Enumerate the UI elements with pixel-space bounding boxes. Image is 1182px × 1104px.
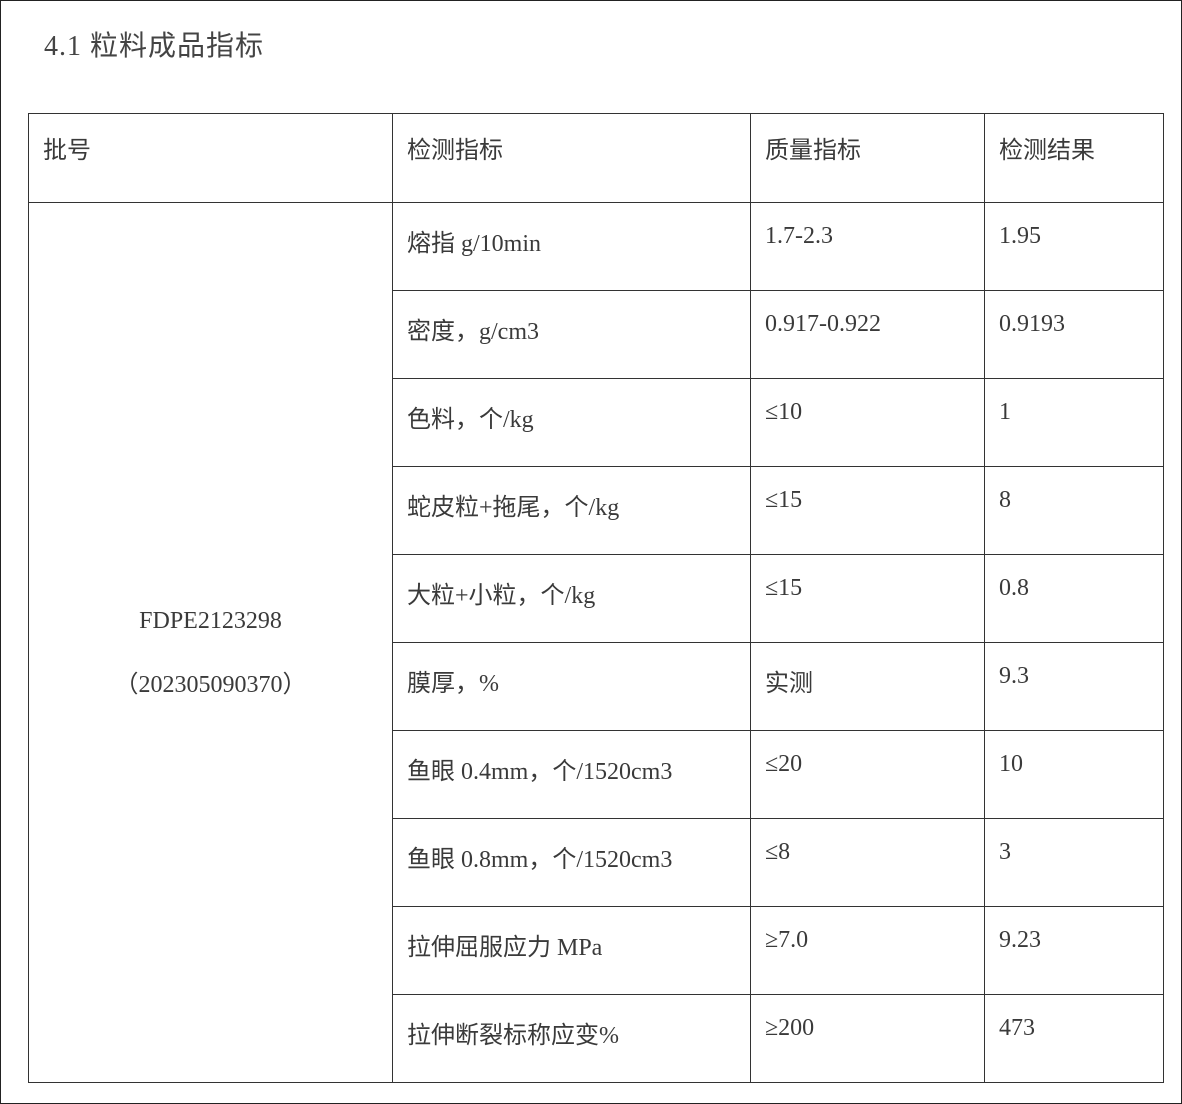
table-row: 鱼眼 0.4mm，个/1520cm3 ≤20 10 (29, 730, 1164, 819)
table-row: 拉伸屈服应力 MPa ≥7.0 9.23 (29, 906, 1164, 995)
table-row: 膜厚，% 实测 9.3 (29, 642, 1164, 731)
quality-standard-cell: 1.7-2.3 (750, 202, 985, 291)
quality-standard-cell: ≤15 (750, 466, 985, 555)
table-row: FDPE2123298 （202305090370） 熔指 g/10min 1.7-2… (28, 202, 1164, 1083)
test-result-cell: 8 (984, 466, 1164, 555)
test-result-cell: 9.3 (984, 642, 1164, 731)
test-item-cell: 大粒+小粒，个/kg (392, 554, 751, 643)
test-item-cell: 膜厚，% (392, 642, 751, 731)
batch-cell: FDPE2123298 （202305090370） (28, 202, 393, 1083)
test-item-cell: 密度，g/cm3 (392, 290, 751, 379)
batch-number: FDPE2123298 (139, 607, 282, 634)
test-result-cell: 473 (984, 994, 1164, 1083)
test-result-cell: 0.9193 (984, 290, 1164, 379)
header-batch: 批号 (28, 113, 393, 203)
quality-standard-cell: ≤10 (750, 378, 985, 467)
quality-standard-cell: ≤20 (750, 730, 985, 819)
test-result-cell: 9.23 (984, 906, 1164, 995)
quality-standard-cell: 0.917-0.922 (750, 290, 985, 379)
test-result-cell: 1 (984, 378, 1164, 467)
test-item-cell: 拉伸断裂标称应变% (392, 994, 751, 1083)
product-index-table: 批号 检测指标 质量指标 检测结果 FDPE2123298 （2023050903… (28, 113, 1164, 1083)
header-quality-standard: 质量指标 (750, 113, 985, 203)
table-row: 密度，g/cm3 0.917-0.922 0.9193 (29, 290, 1164, 379)
test-item-cell: 蛇皮粒+拖尾，个/kg (392, 466, 751, 555)
test-item-cell: 熔指 g/10min (392, 202, 751, 291)
table-header-row: 批号 检测指标 质量指标 检测结果 (28, 113, 1164, 203)
test-item-cell: 拉伸屈服应力 MPa (392, 906, 751, 995)
test-result-cell: 3 (984, 818, 1164, 907)
table-row: 鱼眼 0.8mm，个/1520cm3 ≤8 3 (29, 818, 1164, 907)
test-result-cell: 1.95 (984, 202, 1164, 291)
table-row: 大粒+小粒，个/kg ≤15 0.8 (29, 554, 1164, 643)
header-test-item: 检测指标 (392, 113, 751, 203)
test-item-cell: 鱼眼 0.8mm，个/1520cm3 (392, 818, 751, 907)
quality-standard-cell: ≥200 (750, 994, 985, 1083)
batch-code: （202305090370） (114, 671, 307, 698)
table-row: 拉伸断裂标称应变% ≥200 473 (29, 994, 1164, 1083)
test-item-cell: 色料，个/kg (392, 378, 751, 467)
section-title: 4.1 粒料成品指标 (44, 31, 265, 62)
header-test-result: 检测结果 (984, 113, 1164, 203)
test-item-cell: 鱼眼 0.4mm，个/1520cm3 (392, 730, 751, 819)
quality-standard-cell: ≤8 (750, 818, 985, 907)
quality-standard-cell: ≤15 (750, 554, 985, 643)
quality-standard-cell: ≥7.0 (750, 906, 985, 995)
test-result-cell: 10 (984, 730, 1164, 819)
test-result-cell: 0.8 (984, 554, 1164, 643)
quality-standard-cell: 实测 (750, 642, 985, 731)
